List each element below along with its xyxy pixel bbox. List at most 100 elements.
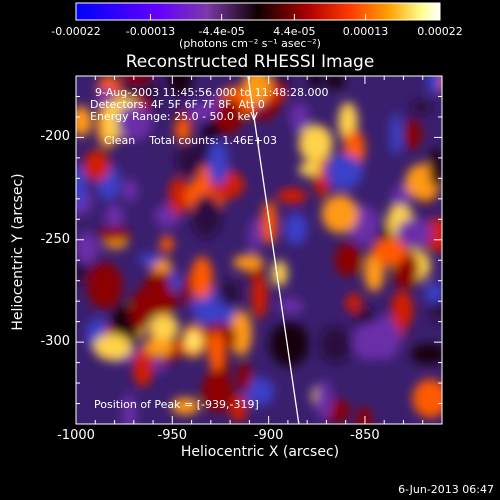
footer-date: 6-Jun-2013 06:47 bbox=[398, 483, 494, 496]
peak-position-label: Position of Peak = [-939,-319] bbox=[94, 398, 259, 411]
heatmap-blob bbox=[243, 76, 271, 105]
heatmap-blob bbox=[372, 238, 407, 266]
heatmap-blob bbox=[277, 298, 304, 314]
heatmap-blob bbox=[86, 262, 123, 310]
x-tick-label: -850 bbox=[350, 428, 380, 443]
heatmap-blob bbox=[334, 242, 362, 277]
colorbar-tick-label: -0.00013 bbox=[125, 25, 176, 38]
heatmap-blob bbox=[159, 235, 174, 253]
heatmap-blob bbox=[148, 314, 179, 341]
heatmap-blob bbox=[410, 343, 442, 365]
heatmap-blob bbox=[325, 76, 345, 89]
heatmap-blob bbox=[117, 104, 153, 141]
heatmap-blob bbox=[142, 280, 159, 304]
heatmap-blob bbox=[298, 161, 321, 177]
heatmap-blob bbox=[269, 322, 309, 367]
heatmap-blob bbox=[220, 278, 241, 307]
heatmap-blob bbox=[122, 393, 137, 424]
heatmap-blob bbox=[248, 218, 261, 253]
y-tick-label: -300 bbox=[40, 334, 70, 350]
heatmap-blob bbox=[142, 337, 175, 358]
heatmap-blob bbox=[233, 254, 264, 271]
heatmap-blob bbox=[284, 213, 308, 245]
heatmap-blob bbox=[321, 194, 359, 234]
heatmap-blob bbox=[201, 369, 234, 413]
heatmap-blob bbox=[191, 256, 213, 300]
heatmap-blob bbox=[76, 106, 92, 137]
heatmap-blob bbox=[390, 290, 414, 330]
colorbar bbox=[75, 2, 441, 21]
x-tick-label: -900 bbox=[253, 428, 284, 443]
heatmap-blob bbox=[122, 178, 138, 203]
heatmap-blob bbox=[171, 397, 200, 415]
heatmap-blob bbox=[230, 310, 252, 356]
heatmap-blob bbox=[412, 379, 442, 418]
heatmap-blob bbox=[237, 362, 253, 393]
colorbar-tick-label: 4.4e-05 bbox=[273, 25, 316, 38]
heatmap-blob bbox=[130, 290, 151, 331]
heatmap-blob bbox=[271, 260, 288, 287]
heatmap-blob bbox=[396, 218, 433, 247]
y-axis-label: Heliocentric Y (arcsec) bbox=[10, 173, 26, 331]
heatmap-blob bbox=[207, 330, 225, 372]
heatmap-blob bbox=[207, 140, 229, 186]
heatmap-blob bbox=[424, 282, 442, 303]
heatmap-blob bbox=[319, 326, 352, 364]
heatmap-blob bbox=[132, 349, 154, 387]
heatmap-blob bbox=[184, 103, 217, 122]
heatmap-blob bbox=[324, 154, 363, 190]
heatmap-blob bbox=[175, 144, 203, 177]
method-label: Clean bbox=[104, 134, 136, 147]
time-range-label: 9-Aug-2003 11:45:56.000 to 11:48:28.000 bbox=[95, 86, 329, 99]
heatmap-blob bbox=[298, 124, 333, 163]
heatmap-blob bbox=[168, 176, 188, 216]
colorbar-tick-label: 0.00013 bbox=[342, 25, 389, 38]
heatmap-blob bbox=[97, 226, 131, 242]
heatmap-blob bbox=[93, 333, 132, 361]
energy-label: Energy Range: 25.0 - 50.0 keV bbox=[90, 110, 258, 123]
y-tick-label: -200 bbox=[40, 129, 70, 145]
heatmap-blob bbox=[315, 379, 333, 419]
heatmap-blob bbox=[105, 203, 124, 230]
heatmap-blob bbox=[76, 233, 99, 265]
detectors-label: Detectors: 4F 5F 6F 7F 8F, Att 0 bbox=[90, 98, 265, 111]
colorbar-units: (photons cm⁻² s⁻¹ asec⁻²) bbox=[179, 37, 321, 50]
heatmap-blob bbox=[76, 164, 88, 207]
plot-frame bbox=[75, 75, 443, 425]
heatmap-blob bbox=[391, 185, 411, 207]
x-tick-label: -950 bbox=[157, 428, 188, 443]
heatmap-blob bbox=[352, 323, 387, 361]
heatmap-blob bbox=[410, 99, 433, 115]
total-counts-label: Total counts: 1.46E+03 bbox=[149, 134, 278, 147]
heatmap-blob bbox=[290, 102, 310, 132]
heatmap-blob bbox=[229, 395, 248, 423]
heatmap-blob bbox=[215, 98, 244, 134]
heatmap-blob bbox=[167, 76, 193, 96]
heatmap-blob bbox=[345, 293, 362, 314]
heatmap-blob bbox=[309, 76, 322, 88]
heatmap-blob bbox=[429, 147, 442, 189]
colorbar-tick-label: -4.4e-05 bbox=[198, 25, 245, 38]
y-tick-label: -250 bbox=[40, 231, 70, 247]
heatmap bbox=[76, 76, 442, 424]
heatmap-blob bbox=[83, 149, 110, 181]
heatmap-blob bbox=[138, 253, 160, 267]
heatmap-blob bbox=[174, 118, 191, 142]
info-block: 9-Aug-2003 11:45:56.000 to 11:48:28.000 … bbox=[90, 87, 329, 159]
heatmap-blob bbox=[389, 113, 403, 156]
limb-line bbox=[247, 76, 300, 424]
axis-ticks bbox=[75, 75, 443, 425]
heatmap-blob bbox=[426, 76, 442, 96]
heatmap-blob bbox=[121, 76, 151, 84]
heatmap-blob bbox=[191, 194, 222, 239]
colorbar-tick-label: -0.00022 bbox=[51, 25, 101, 38]
heatmap-blob bbox=[251, 273, 268, 319]
chart-title: Reconstructed RHESSI Image bbox=[125, 52, 375, 72]
colorbar-tick-label: 0.00022 bbox=[417, 25, 463, 38]
peak-blob bbox=[186, 331, 201, 351]
heatmap-blob bbox=[169, 271, 182, 292]
colorbar-ticks bbox=[75, 14, 441, 20]
heatmap-blob bbox=[356, 406, 372, 424]
heatmap-blob bbox=[277, 188, 307, 204]
